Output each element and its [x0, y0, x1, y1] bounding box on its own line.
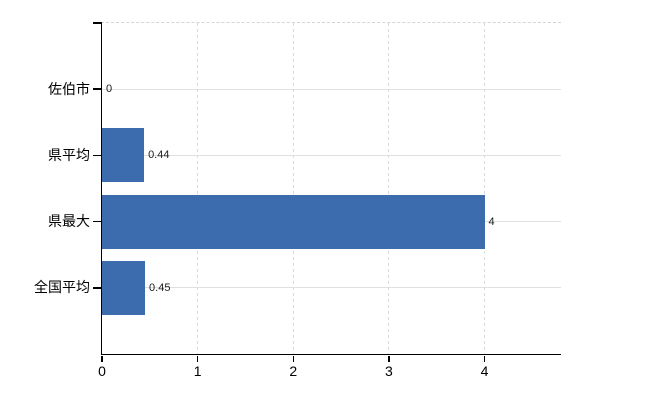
y-axis-category-label: 県最大 [48, 213, 90, 230]
x-axis-tick [388, 356, 390, 362]
bar-value-label: 0 [106, 83, 113, 96]
x-axis-tick [483, 356, 486, 362]
x-axis-tick-label: 2 [289, 363, 298, 379]
bar-value-label: 0.45 [149, 281, 171, 294]
y-axis-tick [93, 220, 102, 223]
grid-vline [292, 23, 294, 354]
bar [102, 194, 485, 249]
x-axis-tick [196, 356, 199, 362]
y-axis-end-tick [93, 22, 102, 24]
bar [102, 260, 146, 315]
grid-hline [102, 287, 561, 289]
grid-vline [484, 23, 485, 354]
bar [102, 128, 145, 183]
y-axis-tick [93, 154, 102, 157]
x-axis-tick-label: 3 [384, 363, 393, 379]
grid-vline [197, 23, 199, 354]
bar-value-label: 4 [488, 215, 495, 228]
y-axis-tick [93, 287, 102, 289]
x-axis-tick-label: 1 [193, 363, 202, 379]
grid-hline [102, 88, 561, 90]
x-axis-tick [101, 356, 103, 362]
y-axis-category-label: 佐伯市 [48, 80, 90, 97]
y-axis-category-label: 県平均 [48, 146, 90, 163]
grid-vline [388, 23, 390, 354]
x-axis-tick-label: 4 [480, 363, 489, 379]
x-axis-tick-label: 0 [98, 363, 106, 379]
y-axis-category-label: 全国平均 [34, 279, 90, 296]
bar-value-label: 0.44 [148, 149, 170, 162]
plot-area: 0 1 2 3 4 佐伯市 0 県平均 0.44 県最大 4 全国平均 0.45 [34, 22, 561, 379]
y-axis-tick [93, 88, 102, 90]
grid-hline [102, 154, 561, 156]
x-axis-tick [292, 356, 294, 362]
